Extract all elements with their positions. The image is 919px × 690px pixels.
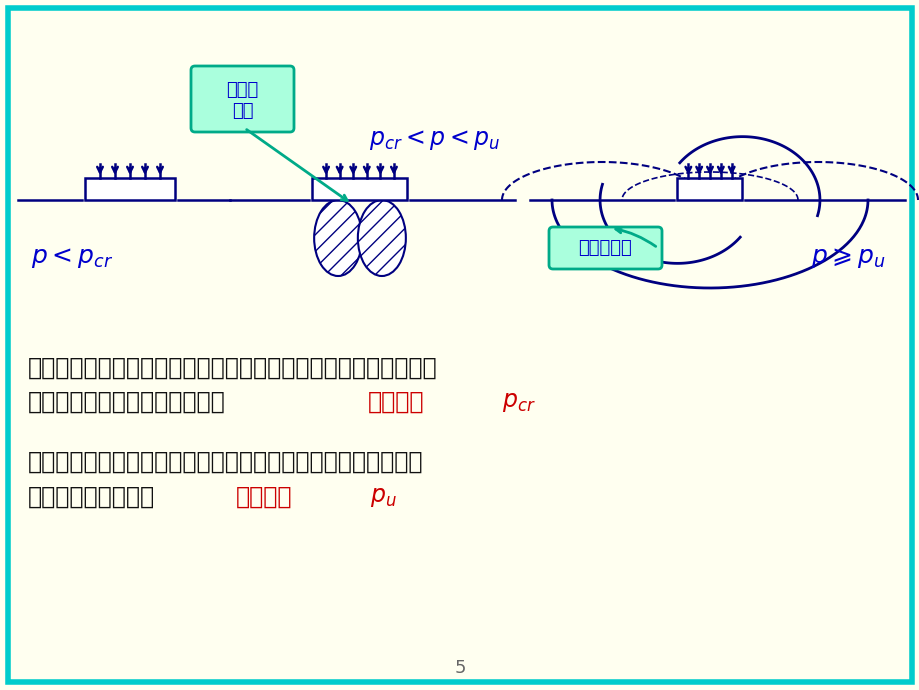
Text: $p_{cr} < p < p_u$: $p_{cr} < p < p_u$: [369, 128, 500, 152]
Text: 地基濒临破坏（即弹塑性变形阶段转变为破坏阶段）时，地基所: 地基濒临破坏（即弹塑性变形阶段转变为破坏阶段）时，地基所: [28, 450, 423, 474]
Text: 极限荷载: 极限荷载: [236, 485, 292, 509]
Ellipse shape: [357, 200, 405, 276]
Bar: [85, 178, 175, 200]
Text: $p \geqslant p_u$: $p \geqslant p_u$: [810, 246, 884, 270]
Text: $p < p_{cr}$: $p < p_{cr}$: [31, 246, 113, 270]
Text: 时，地基所承受的基底压力称为: 时，地基所承受的基底压力称为: [28, 390, 225, 414]
Text: 地基开始出现剪切破坏（即弹性变形阶段转变为弹塑性变形阶段）: 地基开始出现剪切破坏（即弹性变形阶段转变为弹塑性变形阶段）: [28, 356, 437, 380]
FancyBboxPatch shape: [549, 227, 662, 269]
FancyBboxPatch shape: [191, 66, 294, 132]
Text: 连续滑动面: 连续滑动面: [578, 239, 631, 257]
Text: $p_{cr}$: $p_{cr}$: [502, 390, 535, 414]
Text: 5: 5: [454, 659, 465, 677]
Ellipse shape: [313, 200, 362, 276]
Text: $p_u$: $p_u$: [369, 485, 396, 509]
Text: 临塑荷载: 临塑荷载: [368, 390, 424, 414]
Bar: [676, 178, 742, 200]
Bar: [312, 178, 407, 200]
Text: 承受的基底压力称为: 承受的基底压力称为: [28, 485, 155, 509]
Text: 形区: 形区: [232, 101, 253, 119]
Text: 塑性变: 塑性变: [226, 81, 258, 99]
